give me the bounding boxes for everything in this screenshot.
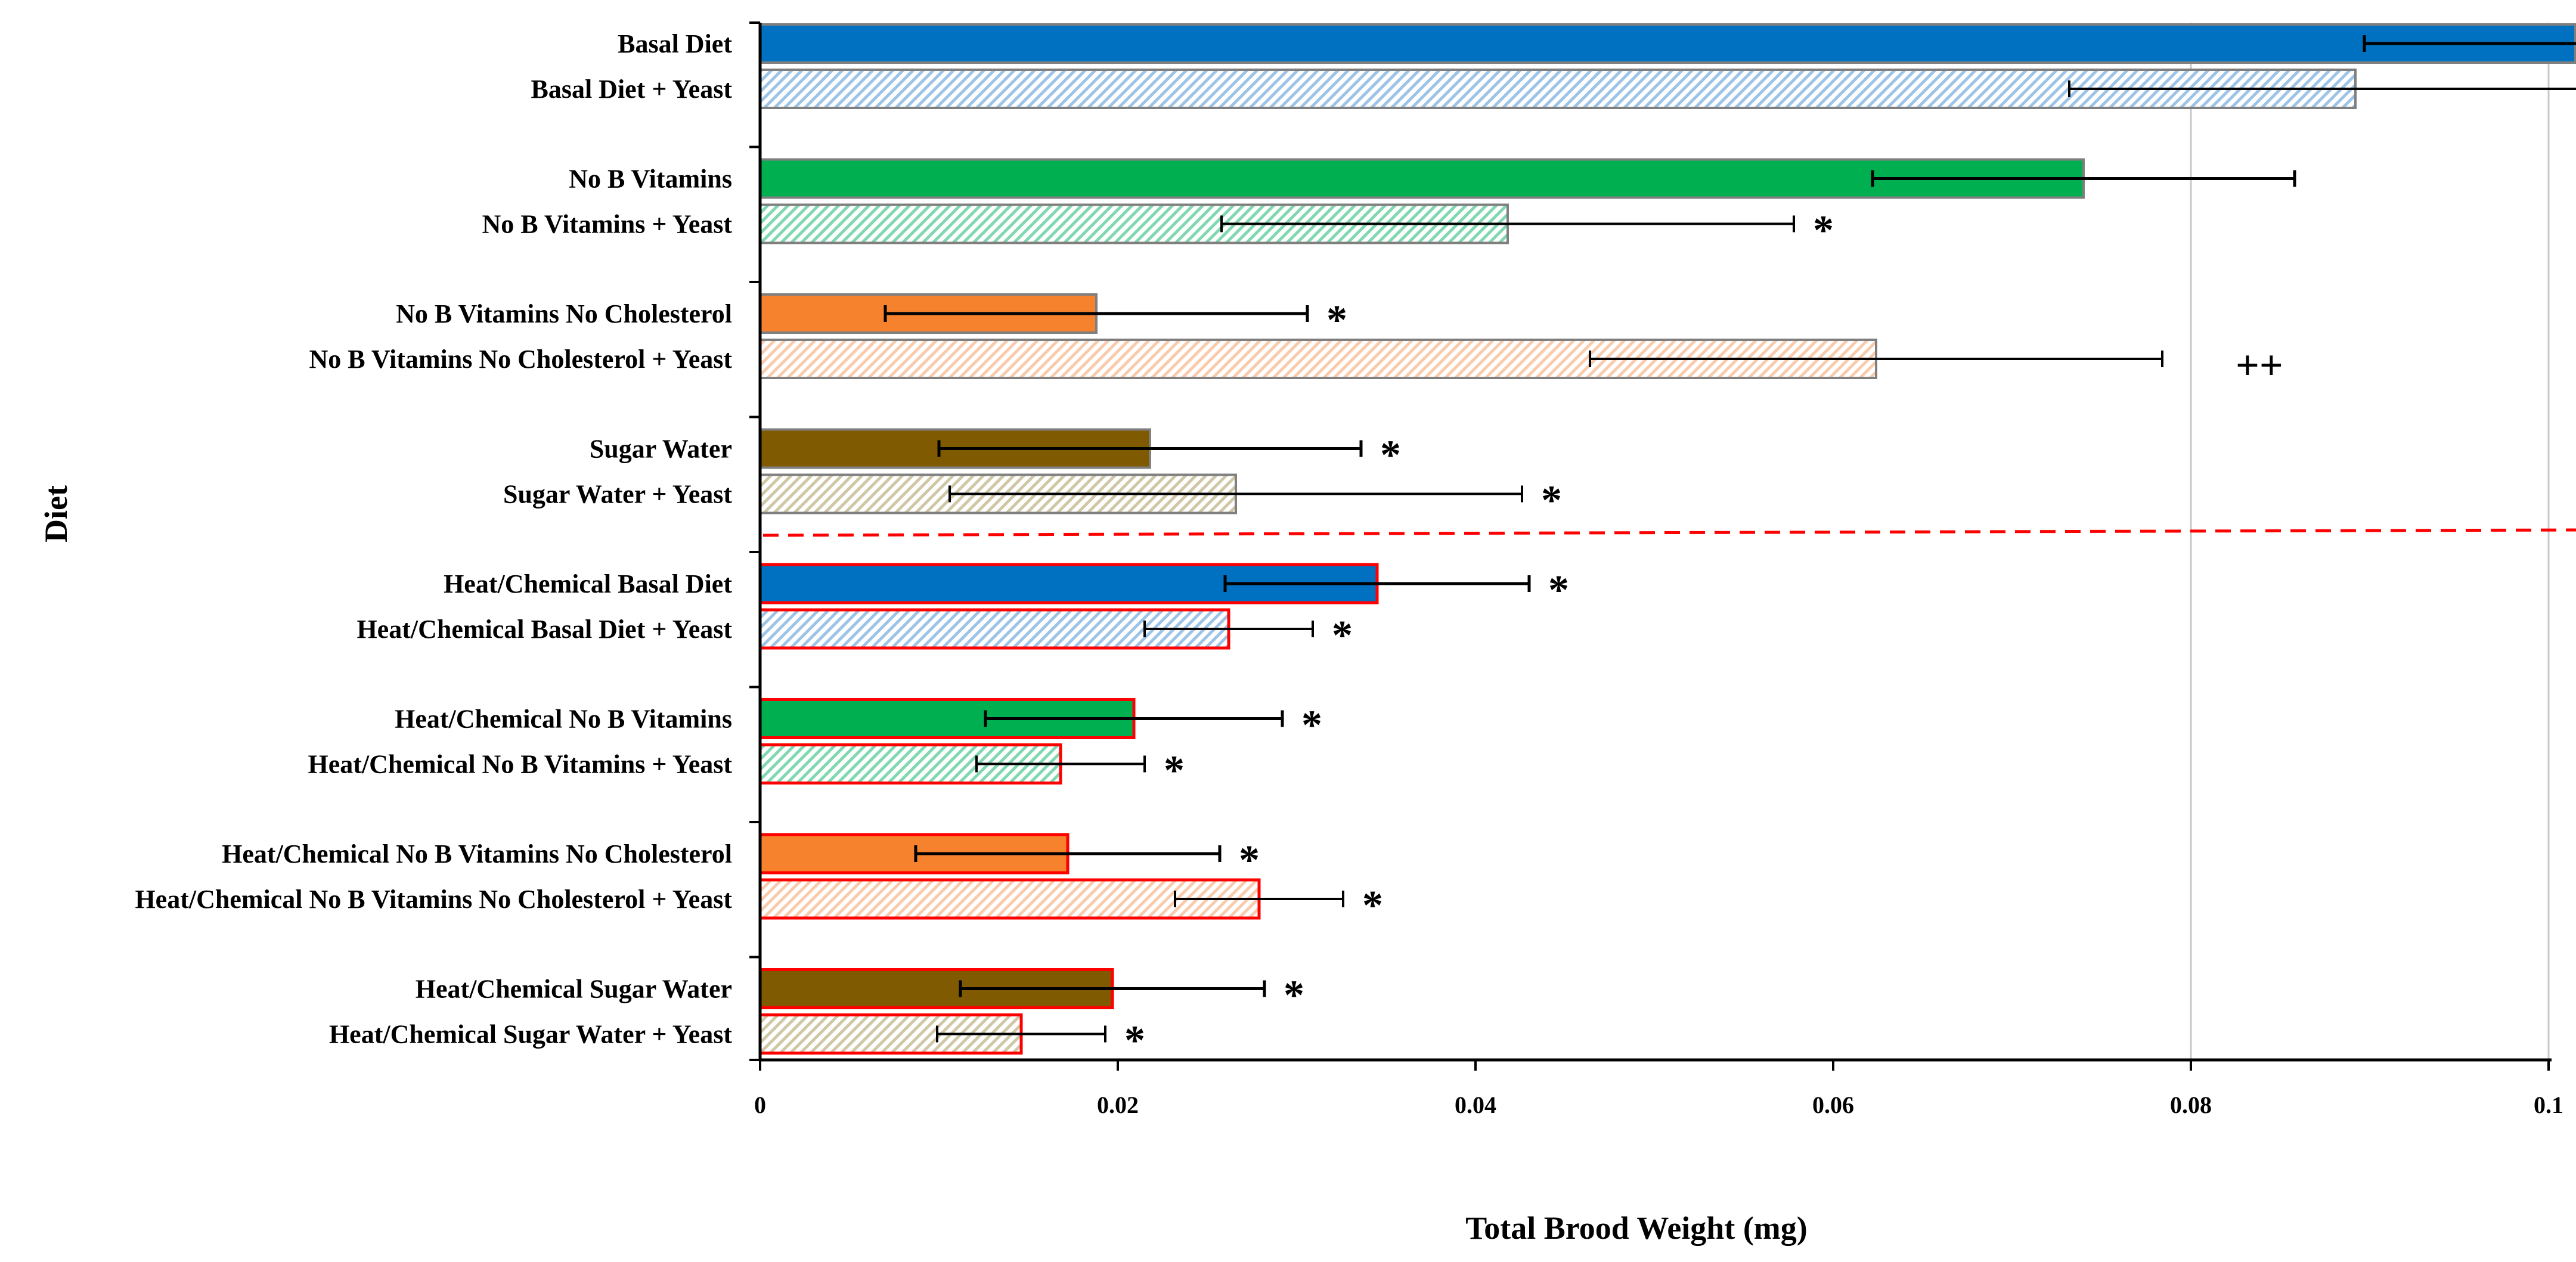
significance-marker: *: [1813, 208, 1834, 254]
significance-marker: *: [1284, 973, 1304, 1019]
error-bar-heat-chemical-no-b-vitamins-no-cholesterol-yeast: [1174, 891, 1344, 907]
x-tick-label-0-08: 0.08: [2170, 1092, 2212, 1118]
x-tick-label-0-02: 0.02: [1097, 1092, 1139, 1118]
x-axis-title: Total Brood Weight (mg): [1465, 1210, 1808, 1246]
error-bar-heat-chemical-no-b-vitamins-yeast: [975, 755, 1146, 773]
x-tick-label-0-04: 0.04: [1455, 1092, 1496, 1118]
significance-marker: *: [1124, 1018, 1145, 1064]
significance-marker: *: [1301, 703, 1322, 749]
error-bar-no-b-vitamins-yeast: [1220, 215, 1795, 232]
error-bar-heat-chemical-no-b-vitamins-no-cholesterol: [914, 845, 1222, 862]
category-label-basal-diet-yeast: Basal Diet + Yeast: [531, 75, 732, 104]
category-label-sugar-water: Sugar Water: [590, 435, 732, 464]
x-tick-label-0: 0: [754, 1092, 766, 1118]
category-label-basal-diet: Basal Diet: [618, 29, 732, 58]
significance-marker: *: [1239, 838, 1260, 883]
significance-marker: *: [1541, 478, 1562, 524]
dashed-divider-line: [762, 528, 2576, 537]
error-bar-no-b-vitamins-no-cholesterol-yeast: [1589, 351, 2163, 367]
error-bars-group: [884, 35, 2576, 1043]
category-label-no-b-vitamins-no-cholesterol-yeast: No B Vitamins No Cholesterol + Yeast: [309, 345, 733, 374]
category-label-heat-chemical-no-b-vitamins: Heat/Chemical No B Vitamins: [395, 705, 732, 734]
significance-marker: *: [1326, 297, 1347, 343]
significance-marker: *: [1548, 568, 1569, 613]
error-bar-sugar-water: [937, 440, 1363, 457]
error-bar-heat-chemical-sugar-water-yeast: [936, 1025, 1106, 1043]
y-axis-title: Diet: [38, 485, 74, 542]
bars-group: [758, 23, 2576, 1055]
significance-markers: **++**********: [1124, 208, 2283, 1064]
error-bar-no-b-vitamins-no-cholesterol: [884, 305, 1309, 322]
category-label-no-b-vitamins-yeast: No B Vitamins + Yeast: [482, 210, 733, 239]
error-bar-sugar-water-yeast: [948, 485, 1523, 503]
significance-marker: ++: [2236, 343, 2283, 389]
x-tick-label-0-1: 0.1: [2534, 1092, 2563, 1118]
category-label-sugar-water-yeast: Sugar Water + Yeast: [503, 480, 732, 509]
category-label-no-b-vitamins: No B Vitamins: [569, 165, 732, 194]
category-label-heat-chemical-no-b-vitamins-no-cholesterol-yeast: Heat/Chemical No B Vitamins No Cholester…: [135, 885, 732, 914]
category-label-heat-chemical-basal-diet: Heat/Chemical Basal Diet: [444, 569, 732, 599]
significance-marker: *: [1332, 613, 1353, 659]
error-bar-basal-diet-yeast: [2068, 80, 2576, 97]
significance-marker: *: [1362, 883, 1383, 929]
error-bar-heat-chemical-no-b-vitamins: [984, 710, 1284, 727]
category-label-heat-chemical-sugar-water-yeast: Heat/Chemical Sugar Water + Yeast: [329, 1020, 732, 1049]
axes: 00.020.040.060.080.10.12: [749, 21, 2576, 1118]
x-tick-label-0-06: 0.06: [1812, 1092, 1854, 1118]
significance-marker: *: [1380, 433, 1401, 479]
error-bar-heat-chemical-sugar-water: [959, 980, 1266, 997]
grid-lines: [2190, 23, 2550, 1060]
bar-basal-diet: [759, 23, 2576, 64]
significance-marker: *: [1164, 748, 1185, 794]
error-bar-heat-chemical-basal-diet: [1223, 575, 1531, 592]
category-label-heat-chemical-sugar-water: Heat/Chemical Sugar Water: [416, 975, 732, 1004]
category-label-heat-chemical-no-b-vitamins-yeast: Heat/Chemical No B Vitamins + Yeast: [308, 750, 733, 779]
category-label-heat-chemical-no-b-vitamins-no-cholesterol: Heat/Chemical No B Vitamins No Cholester…: [222, 839, 732, 869]
error-bar-no-b-vitamins: [1871, 170, 2296, 187]
category-label-no-b-vitamins-no-cholesterol: No B Vitamins No Cholesterol: [396, 299, 732, 328]
error-bar-heat-chemical-basal-diet-yeast: [1143, 621, 1314, 637]
category-labels: Basal Diet Basal Diet + Yeast No B Vitamin…: [135, 29, 732, 1049]
category-label-heat-chemical-basal-diet-yeast: Heat/Chemical Basal Diet + Yeast: [357, 615, 732, 644]
error-bar-basal-diet: [2363, 35, 2576, 52]
